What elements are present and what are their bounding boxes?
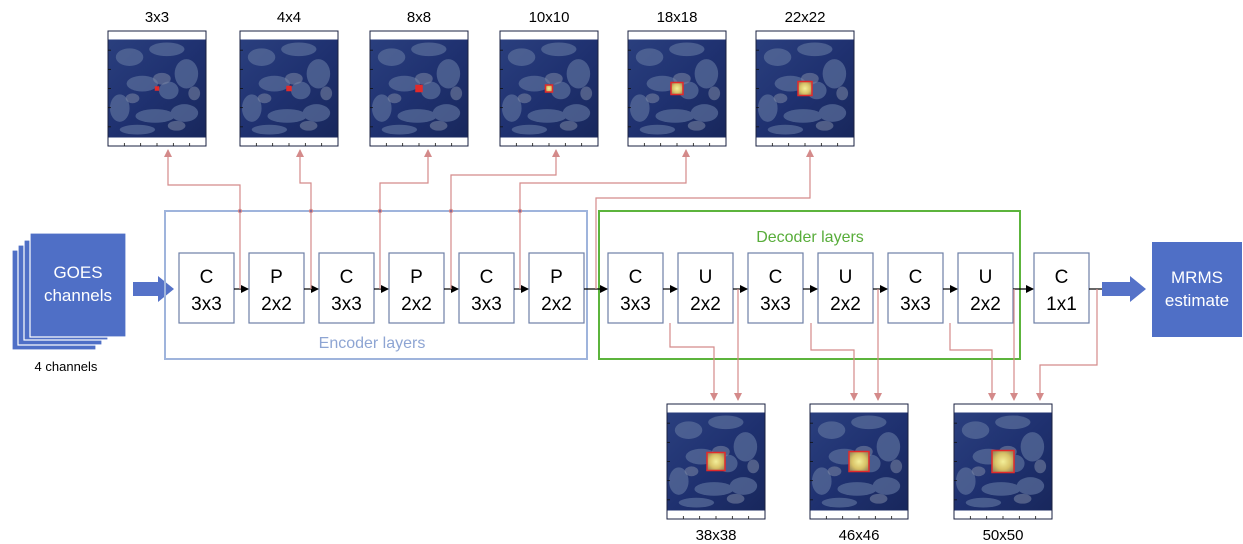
link-46x46-a [810, 323, 858, 401]
receptive-field-thumbnails: 3x3 4x4 8x8 10x10 18x18 22x22 38x38 46x46 50x50 [107, 9, 1053, 544]
thumbnail-4x4-label: 4x4 [277, 9, 301, 26]
thumbnail-3x3-label: 3x3 [145, 9, 169, 26]
thumbnail-8x8: 8x8 [369, 9, 469, 147]
thumbnail-50x50-label: 50x50 [983, 527, 1024, 544]
receptive-field-highlight [991, 449, 1015, 474]
receptive-field-highlight [415, 84, 423, 93]
input-channel-stack: GOES channels [11, 232, 127, 351]
tap-point [308, 208, 314, 214]
receptive-field-highlight [544, 84, 554, 93]
tap-point [237, 208, 243, 214]
decoder-layer-1: C 3x3 [607, 252, 664, 324]
link-4x4 [296, 149, 312, 289]
thumbnail-4x4: 4x4 [239, 9, 339, 147]
thumbnail-46x46-label: 46x46 [839, 527, 880, 544]
decoder-layer-1-size: 3x3 [620, 294, 651, 315]
encoder-layer-4: P 2x2 [388, 252, 445, 324]
final-layer: C 1x1 [1033, 252, 1090, 324]
decoder-layer-5-op: C [909, 267, 923, 288]
tap-point [377, 208, 383, 214]
link-22x22 [595, 149, 814, 289]
thumbnail-18x18: 18x18 [627, 9, 727, 147]
encoder-layer-6-op: P [550, 267, 563, 288]
receptive-field-links [164, 149, 1098, 401]
decoder-layer-6-size: 2x2 [970, 294, 1001, 315]
decoder-layer-3: C 3x3 [747, 252, 804, 324]
decoder-layer-2-op: U [699, 267, 713, 288]
thumbnail-8x8-label: 8x8 [407, 9, 431, 26]
output-arrow [1102, 276, 1146, 302]
decoder-layer-6: U 2x2 [957, 252, 1014, 324]
final-layer-size: 1x1 [1046, 294, 1077, 315]
link-38x38-a [669, 323, 718, 401]
encoder-layer-6-size: 2x2 [541, 294, 572, 315]
output-label-line2: estimate [1165, 291, 1229, 310]
encoder-layer-4-op: P [410, 267, 423, 288]
thumbnail-46x46: 46x46 [809, 403, 909, 544]
thumbnail-50x50: 50x50 [953, 403, 1053, 544]
receptive-field-highlight [848, 450, 870, 473]
decoder-layer-4-op: U [839, 267, 853, 288]
final-layer-op: C [1055, 267, 1069, 288]
decoder-layer-3-op: C [769, 267, 783, 288]
encoder-layer-3-op: C [340, 267, 354, 288]
link-50x50-c [1036, 289, 1098, 401]
layer-blocks: C 3x3 P 2x2 C 3x3 P 2x2 C 3x3 P 2x2 C 3x3 U 2x2 C 3x3 U 2x2… [178, 252, 1102, 324]
decoder-group [598, 210, 1021, 360]
thumbnail-10x10: 10x10 [499, 9, 599, 147]
encoder-layer-1: C 3x3 [178, 252, 235, 324]
receptive-field-highlight [797, 80, 813, 97]
thumbnail-22x22-label: 22x22 [785, 9, 826, 26]
thumbnail-38x38: 38x38 [666, 403, 766, 544]
input-arrow [133, 276, 174, 302]
encoder-layer-2: P 2x2 [248, 252, 305, 324]
link-18x18 [519, 149, 690, 289]
encoder-layer-5-op: C [480, 267, 494, 288]
encoder-group [164, 210, 588, 360]
encoder-layer-2-size: 2x2 [261, 294, 292, 315]
thumbnail-3x3: 3x3 [107, 9, 207, 147]
decoder-layer-4: U 2x2 [817, 252, 874, 324]
encoder-layer-5-size: 3x3 [471, 294, 502, 315]
output-box [1152, 242, 1242, 337]
tap-point [448, 208, 454, 214]
input-label-line2: channels [44, 286, 112, 305]
encoder-layer-3-size: 3x3 [331, 294, 362, 315]
thumbnail-22x22: 22x22 [755, 9, 855, 147]
link-10x10 [450, 149, 560, 289]
encoder-layer-6: P 2x2 [528, 252, 585, 324]
decoder-layer-1-op: C [629, 267, 643, 288]
receptive-field-highlight [670, 81, 684, 96]
encoder-layer-2-op: P [270, 267, 283, 288]
encoder-layer-5: C 3x3 [458, 252, 515, 324]
receptive-field-highlight [154, 86, 160, 91]
decoder-layer-2: U 2x2 [677, 252, 734, 324]
decoder-layer-6-op: U [979, 267, 993, 288]
encoder-layer-4-size: 2x2 [401, 294, 432, 315]
link-50x50-a [949, 323, 996, 401]
output-label-line1: MRMS [1171, 268, 1223, 287]
tap-point [517, 208, 523, 214]
input-label-line1: GOES [53, 263, 102, 282]
decoder-layer-3-size: 3x3 [760, 294, 791, 315]
decoder-title: Decoder layers [756, 229, 864, 246]
encoder-layer-1-size: 3x3 [191, 294, 222, 315]
decoder-layer-2-size: 2x2 [690, 294, 721, 315]
receptive-field-highlight [706, 451, 726, 472]
decoder-layer-5: C 3x3 [887, 252, 944, 324]
encoder-layer-1-op: C [200, 267, 214, 288]
receptive-field-highlight [286, 85, 292, 92]
link-3x3 [164, 149, 241, 289]
encoder-layer-3: C 3x3 [318, 252, 375, 324]
thumbnail-10x10-label: 10x10 [529, 9, 570, 26]
thumbnail-18x18-label: 18x18 [657, 9, 698, 26]
thumbnail-38x38-label: 38x38 [696, 527, 737, 544]
input-caption: 4 channels [35, 359, 98, 374]
encoder-title: Encoder layers [319, 335, 426, 352]
link-8x8 [379, 149, 432, 289]
decoder-layer-4-size: 2x2 [830, 294, 861, 315]
decoder-layer-5-size: 3x3 [900, 294, 931, 315]
